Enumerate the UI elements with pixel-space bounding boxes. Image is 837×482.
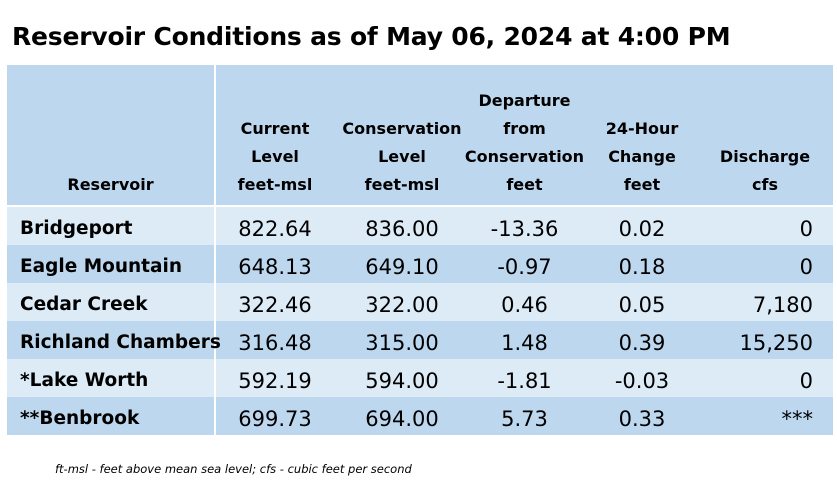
conservation-level: 836.00 xyxy=(365,217,439,241)
row-divider xyxy=(214,283,216,321)
header-line: from xyxy=(503,119,546,138)
header-reservoir: Reservoir xyxy=(7,171,214,199)
table-row: *Lake Worth 592.19 594.00 -1.81 -0.03 0 xyxy=(7,359,833,397)
header-line: 24-Hour xyxy=(605,119,679,138)
current-level: 822.64 xyxy=(238,217,312,241)
discharge: 0 xyxy=(799,255,813,279)
header-line: Departure xyxy=(478,91,571,110)
departure: 1.48 xyxy=(501,331,548,355)
header-line: Current xyxy=(240,119,310,138)
row-divider xyxy=(214,359,216,397)
discharge: 0 xyxy=(799,217,813,241)
reservoir-name: Eagle Mountain xyxy=(20,256,182,277)
change-24h: 0.18 xyxy=(618,255,666,279)
header-24-hour-change: 24-Hour Change feet xyxy=(592,115,692,199)
current-level: 322.46 xyxy=(238,293,312,317)
departure: 0.46 xyxy=(501,293,548,317)
header-line: feet xyxy=(623,175,661,194)
discharge: 0 xyxy=(799,369,813,393)
reservoir-name: Bridgeport xyxy=(20,218,133,239)
table-row: Richland Chambers 316.48 315.00 1.48 0.3… xyxy=(7,321,833,359)
table-header: Reservoir Current Level feet-msl Conserv… xyxy=(7,65,833,207)
row-divider xyxy=(214,397,216,435)
header-line: Change xyxy=(608,147,676,166)
conservation-level: 694.00 xyxy=(365,407,439,431)
reservoir-name: *Lake Worth xyxy=(20,370,149,391)
header-line: Conservation xyxy=(464,147,585,166)
reservoir-name: Cedar Creek xyxy=(20,294,148,315)
conservation-level: 322.00 xyxy=(365,293,439,317)
table-row: Bridgeport 822.64 836.00 -13.36 0.02 0 xyxy=(7,207,833,245)
change-24h: 0.39 xyxy=(618,331,666,355)
discharge: 7,180 xyxy=(752,293,813,317)
header-departure: Departure from Conservation feet xyxy=(462,87,587,199)
reservoir-name: **Benbrook xyxy=(20,408,140,429)
current-level: 592.19 xyxy=(238,369,312,393)
reservoir-table: Reservoir Current Level feet-msl Conserv… xyxy=(7,65,833,435)
page-title: Reservoir Conditions as of May 06, 2024 … xyxy=(12,22,731,51)
header-current-level: Current Level feet-msl xyxy=(219,115,331,199)
row-divider xyxy=(214,207,216,245)
header-line: cfs xyxy=(752,175,778,194)
reservoir-name: Richland Chambers xyxy=(20,332,221,353)
change-24h: 0.02 xyxy=(618,217,666,241)
table-row: Cedar Creek 322.46 322.00 0.46 0.05 7,18… xyxy=(7,283,833,321)
header-line: feet xyxy=(506,175,543,194)
header-line: feet-msl xyxy=(364,175,440,194)
header-line: Conservation xyxy=(342,119,462,138)
header-line: feet-msl xyxy=(237,175,313,194)
departure: -1.81 xyxy=(497,369,552,393)
change-24h: 0.33 xyxy=(618,407,666,431)
discharge: 15,250 xyxy=(739,331,813,355)
table-row: Eagle Mountain 648.13 649.10 -0.97 0.18 … xyxy=(7,245,833,283)
departure: 5.73 xyxy=(501,407,548,431)
current-level: 316.48 xyxy=(238,331,312,355)
change-24h: -0.03 xyxy=(614,369,670,393)
header-line: Level xyxy=(378,147,426,166)
header-conservation-level: Conservation Level feet-msl xyxy=(337,115,467,199)
departure: -0.97 xyxy=(497,255,552,279)
departure: -13.36 xyxy=(490,217,559,241)
change-24h: 0.05 xyxy=(618,293,666,317)
header-line: Level xyxy=(251,147,299,166)
header-discharge: Discharge cfs xyxy=(707,143,823,199)
row-divider xyxy=(214,245,216,283)
current-level: 648.13 xyxy=(238,255,312,279)
header-reservoir-line: Reservoir xyxy=(67,175,154,194)
current-level: 699.73 xyxy=(238,407,312,431)
conservation-level: 315.00 xyxy=(365,331,439,355)
discharge: *** xyxy=(781,407,814,431)
table-row: **Benbrook 699.73 694.00 5.73 0.33 *** xyxy=(7,397,833,435)
header-divider xyxy=(214,65,216,205)
footnote: ft-msl - feet above mean sea level; cfs … xyxy=(55,462,412,476)
conservation-level: 594.00 xyxy=(365,369,439,393)
header-line: Discharge xyxy=(719,147,811,166)
row-divider xyxy=(214,321,216,359)
conservation-level: 649.10 xyxy=(365,255,439,279)
